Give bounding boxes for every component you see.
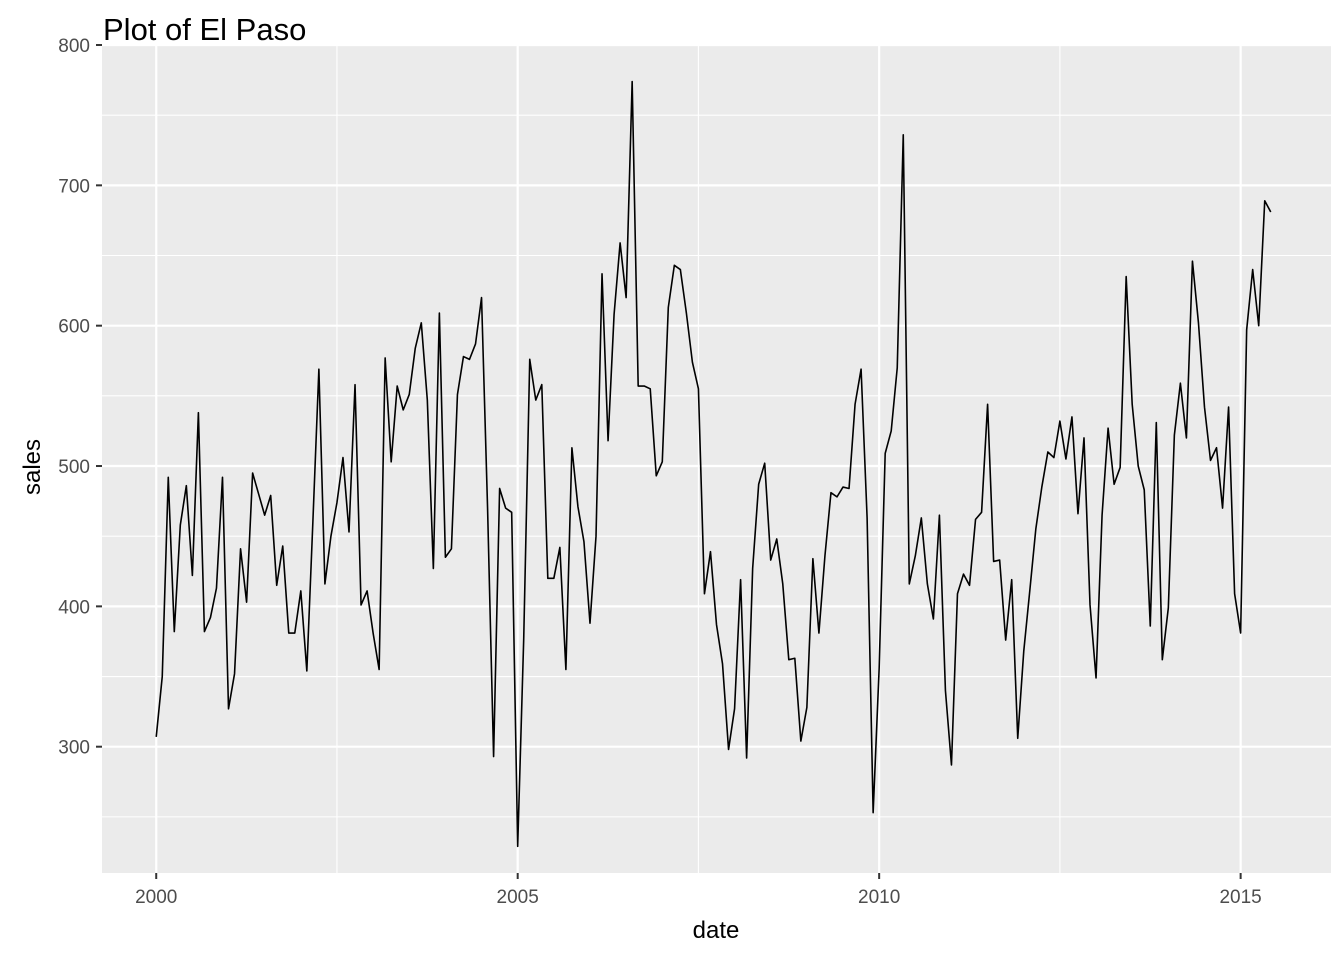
x-axis-title: date	[693, 917, 740, 944]
sales-series-line	[155, 80, 1272, 848]
x-tick-label: 2015	[1219, 887, 1261, 908]
x-tick-label: 2000	[135, 887, 177, 908]
grid-layer	[102, 43, 1331, 873]
y-axis-title: sales	[19, 439, 46, 495]
x-axis: 2000 2005 2010 2015	[135, 873, 1262, 908]
y-axis: 300 400 500 600 700 800	[58, 36, 102, 759]
y-tick-label: 300	[58, 738, 90, 759]
chart-title: Plot of El Paso	[103, 12, 306, 47]
x-tick-label: 2010	[858, 887, 900, 908]
y-tick-label: 600	[58, 317, 90, 338]
y-tick-label: 700	[58, 176, 90, 197]
series-layer	[155, 80, 1272, 848]
y-tick-label: 800	[58, 36, 90, 57]
y-tick-label: 400	[58, 597, 90, 618]
y-tick-label: 500	[58, 457, 90, 478]
x-tick-label: 2005	[497, 887, 539, 908]
plot-panel	[102, 45, 1331, 873]
